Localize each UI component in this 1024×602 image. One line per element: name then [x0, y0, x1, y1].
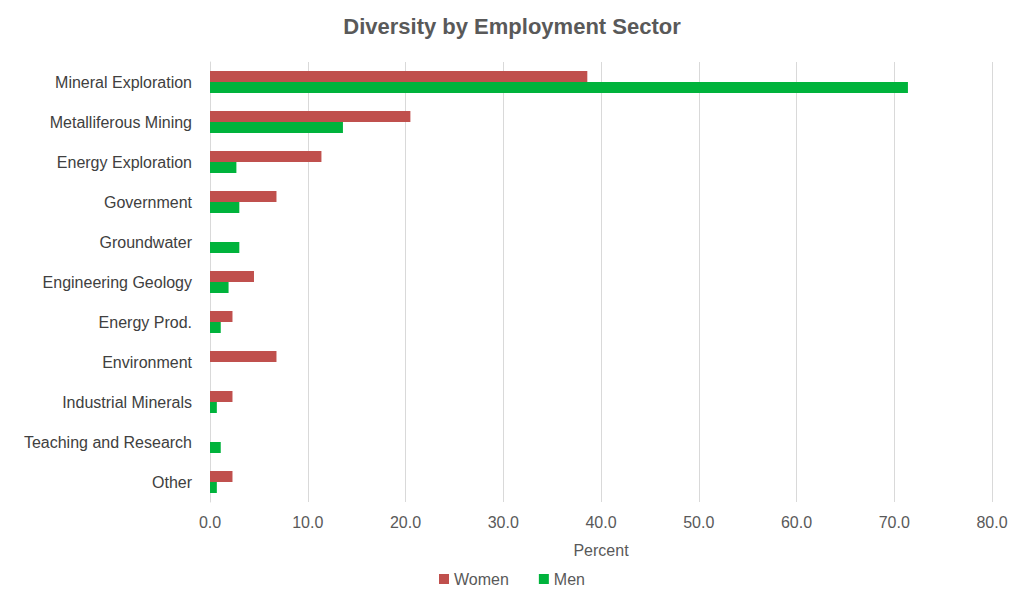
- svg-text:Teaching and Research: Teaching and Research: [24, 434, 192, 451]
- svg-text:0.0: 0.0: [199, 514, 221, 531]
- svg-text:Environment: Environment: [102, 354, 192, 371]
- svg-text:40.0: 40.0: [585, 514, 616, 531]
- svg-text:60.0: 60.0: [781, 514, 812, 531]
- svg-text:70.0: 70.0: [879, 514, 910, 531]
- svg-text:Engineering Geology: Engineering Geology: [43, 274, 192, 291]
- svg-text:Industrial Minerals: Industrial Minerals: [62, 394, 192, 411]
- svg-text:20.0: 20.0: [390, 514, 421, 531]
- svg-text:Diversity by Employment Sector: Diversity by Employment Sector: [343, 14, 681, 39]
- svg-text:80.0: 80.0: [976, 514, 1007, 531]
- svg-text:Energy Exploration: Energy Exploration: [57, 154, 192, 171]
- svg-text:50.0: 50.0: [683, 514, 714, 531]
- svg-text:Metalliferous Mining: Metalliferous Mining: [50, 114, 192, 131]
- svg-text:Government: Government: [104, 194, 193, 211]
- svg-text:Energy Prod.: Energy Prod.: [99, 314, 192, 331]
- svg-text:Mineral Exploration: Mineral Exploration: [55, 74, 192, 91]
- svg-text:Percent: Percent: [573, 542, 629, 559]
- svg-text:Women: Women: [454, 571, 509, 588]
- svg-text:10.0: 10.0: [292, 514, 323, 531]
- svg-text:Groundwater: Groundwater: [100, 234, 193, 251]
- svg-text:Men: Men: [554, 571, 585, 588]
- svg-text:Other: Other: [152, 474, 193, 491]
- svg-text:30.0: 30.0: [488, 514, 519, 531]
